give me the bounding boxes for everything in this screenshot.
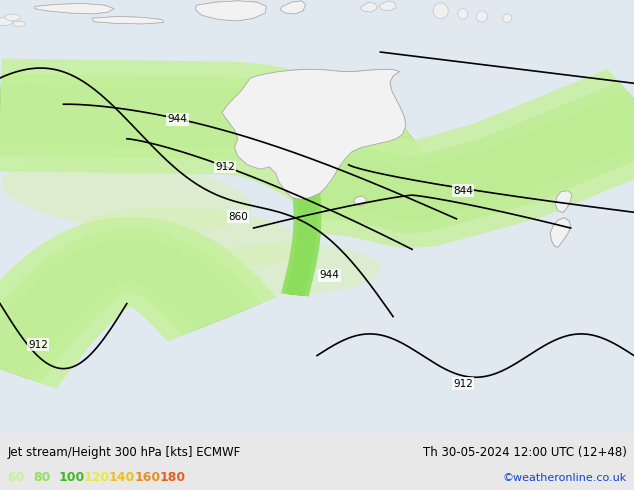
Text: Jet stream/Height 300 hPa [kts] ECMWF: Jet stream/Height 300 hPa [kts] ECMWF bbox=[8, 446, 241, 459]
Ellipse shape bbox=[4, 14, 20, 21]
Polygon shape bbox=[317, 82, 634, 233]
Polygon shape bbox=[92, 17, 164, 24]
Polygon shape bbox=[0, 94, 425, 180]
Ellipse shape bbox=[77, 207, 304, 270]
Polygon shape bbox=[0, 101, 421, 173]
Polygon shape bbox=[0, 247, 238, 375]
Ellipse shape bbox=[2, 158, 252, 232]
Text: 100: 100 bbox=[58, 471, 84, 484]
Ellipse shape bbox=[476, 11, 488, 22]
Text: 944: 944 bbox=[320, 270, 340, 280]
Text: 912: 912 bbox=[215, 162, 235, 172]
Polygon shape bbox=[0, 107, 417, 167]
Polygon shape bbox=[0, 239, 249, 379]
Polygon shape bbox=[354, 196, 366, 206]
Ellipse shape bbox=[503, 14, 512, 23]
Polygon shape bbox=[35, 3, 114, 14]
Ellipse shape bbox=[299, 160, 526, 230]
Polygon shape bbox=[195, 1, 266, 21]
Polygon shape bbox=[317, 92, 634, 221]
Ellipse shape bbox=[458, 9, 468, 19]
Polygon shape bbox=[222, 70, 406, 199]
Polygon shape bbox=[0, 253, 231, 372]
Polygon shape bbox=[92, 17, 164, 24]
Polygon shape bbox=[281, 137, 321, 296]
Polygon shape bbox=[290, 138, 313, 295]
Text: 160: 160 bbox=[134, 471, 160, 484]
Text: Th 30-05-2024 12:00 UTC (12+48): Th 30-05-2024 12:00 UTC (12+48) bbox=[422, 446, 626, 459]
Polygon shape bbox=[360, 2, 377, 12]
Polygon shape bbox=[0, 74, 439, 200]
Text: 860: 860 bbox=[228, 212, 248, 222]
Text: 60: 60 bbox=[8, 471, 25, 484]
Polygon shape bbox=[0, 85, 432, 190]
Text: 80: 80 bbox=[33, 471, 50, 484]
Polygon shape bbox=[0, 58, 449, 216]
Polygon shape bbox=[317, 69, 634, 248]
Text: 912: 912 bbox=[28, 340, 48, 350]
Text: 120: 120 bbox=[84, 471, 110, 484]
Polygon shape bbox=[0, 229, 261, 383]
Polygon shape bbox=[317, 100, 634, 212]
Polygon shape bbox=[292, 139, 310, 295]
Ellipse shape bbox=[433, 3, 448, 19]
Text: 944: 944 bbox=[167, 114, 188, 124]
Polygon shape bbox=[222, 70, 406, 199]
Polygon shape bbox=[555, 191, 572, 213]
Polygon shape bbox=[354, 196, 366, 206]
Ellipse shape bbox=[13, 21, 25, 26]
Text: ©weatheronline.co.uk: ©weatheronline.co.uk bbox=[502, 472, 626, 483]
Polygon shape bbox=[280, 1, 306, 14]
Polygon shape bbox=[285, 138, 317, 296]
Polygon shape bbox=[555, 191, 572, 213]
Polygon shape bbox=[550, 218, 571, 247]
Ellipse shape bbox=[0, 18, 13, 25]
Text: 844: 844 bbox=[453, 186, 473, 196]
Text: 912: 912 bbox=[453, 379, 473, 389]
Polygon shape bbox=[0, 111, 415, 163]
Ellipse shape bbox=[190, 243, 380, 295]
Polygon shape bbox=[550, 218, 571, 247]
Text: 140: 140 bbox=[109, 471, 135, 484]
Ellipse shape bbox=[413, 142, 601, 205]
Polygon shape bbox=[280, 1, 306, 14]
Text: 180: 180 bbox=[160, 471, 186, 484]
Polygon shape bbox=[195, 1, 266, 21]
Polygon shape bbox=[0, 217, 276, 389]
Polygon shape bbox=[35, 3, 114, 14]
Polygon shape bbox=[379, 1, 396, 11]
